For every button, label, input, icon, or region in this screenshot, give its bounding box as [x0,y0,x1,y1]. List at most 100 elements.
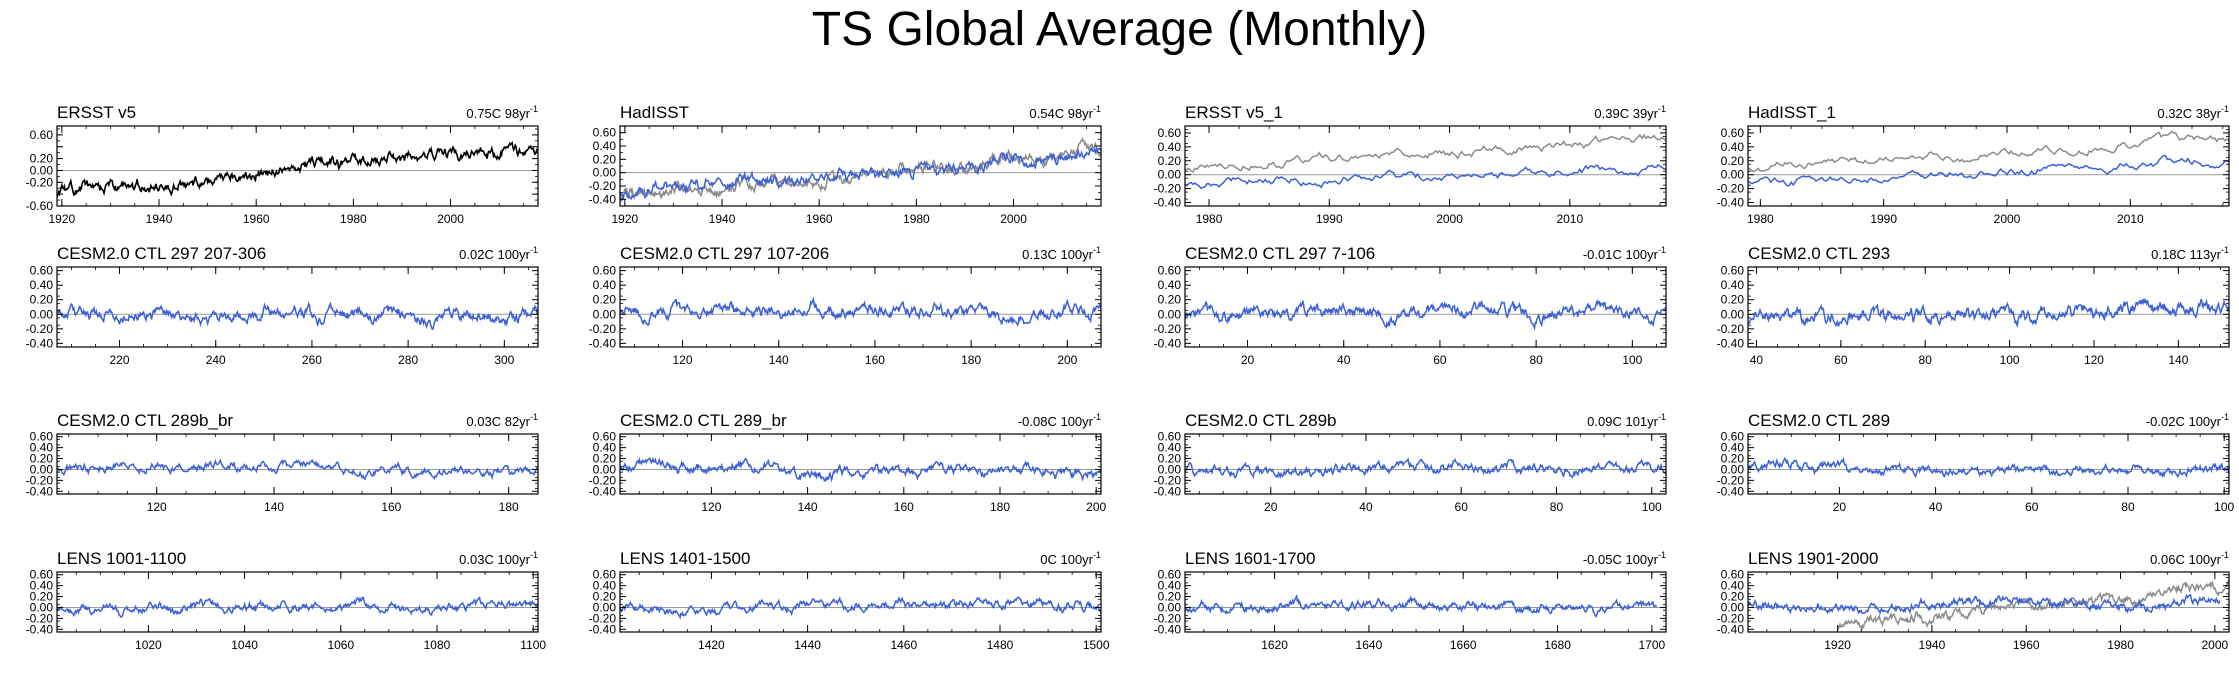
series-line-1 [1185,298,1666,331]
panel-title: CESM2.0 CTL 289b_br [57,411,233,430]
panel-title: CESM2.0 CTL 297 7-106 [1185,244,1375,263]
series-line-1 [57,596,538,619]
x-tick-label: 1080 [424,638,451,652]
trend-label: 0.75C 98yr [466,106,530,121]
x-tick-label: 1420 [698,638,725,652]
x-tick-label: 1980 [2107,638,2134,652]
series-line-1 [57,458,538,481]
series-line-1 [1185,594,1658,618]
x-tick-label: 1920 [49,212,76,226]
x-tick-label: 1620 [1261,638,1288,652]
x-tick-label: 60 [2025,500,2039,514]
x-tick-label: 80 [1529,353,1543,367]
x-tick-label: 40 [1929,500,1943,514]
x-tick-label: 1920 [1824,638,1851,652]
x-tick-label: 180 [499,500,519,514]
series-line-2 [1748,154,2229,187]
panel-title: CESM2.0 CTL 297 107-206 [620,244,829,263]
panel-1: ERSST v5 0.75C 98yr -1 -0.60 -0.200.000.20 0.… [26,103,539,226]
y-tick-label: -0.40 [589,484,617,498]
x-tick-label: 1500 [1083,638,1110,652]
x-tick-label: 1990 [1316,212,1343,226]
y-tick-label: 0.00 [593,307,617,321]
x-tick-label: 1940 [146,212,173,226]
panel-title: CESM2.0 CTL 289 [1748,411,1890,430]
x-tick-label: 1680 [1544,638,1571,652]
y-tick-label: 0.20 [593,452,617,466]
x-tick-label: 1660 [1450,638,1477,652]
panel-15: LENS 1601-1700 -0.05C 100yr -1-0.40-0.200.… [1154,549,1667,652]
plot-frame [619,266,1102,348]
panel-title: LENS 1001-1100 [57,549,186,568]
series-line-1 [57,140,538,198]
trend-exponent: -1 [1093,550,1101,560]
x-tick-label: 20 [1264,500,1278,514]
x-tick-label: 300 [494,353,514,367]
plot-frame [1184,571,1667,633]
y-tick-label: 0.40 [30,441,54,455]
y-tick-label: -0.20 [589,179,617,193]
series-line-1 [1748,456,2229,479]
series-line-1 [1748,297,2229,328]
y-tick-label: -0.40 [1717,484,1745,498]
x-tick-label: 240 [206,353,226,367]
panel-13: LENS 1001-1100 0.03C 100yr -1 -0.40-0.200.0… [26,549,547,652]
x-tick-label: 40 [1359,500,1373,514]
x-tick-label: 1990 [1870,212,1897,226]
panel-title: ERSST v5_1 [1185,103,1283,122]
panel-5: CESM2.0 CTL 297 207-306 0.02C 100yr -1 -0.4… [26,244,539,367]
plot-frame [56,125,539,207]
y-tick-label: -0.40 [589,622,617,636]
panel-title: CESM2.0 CTL 289_br [620,411,787,430]
y-tick-label: 0.60 [30,128,54,142]
y-tick-label: 0.40 [1158,441,1182,455]
panel-6: CESM2.0 CTL 297 107-206 0.13C 100yr -1 -0.4… [589,244,1102,367]
x-tick-label: 60 [1433,353,1447,367]
y-tick-label: -0.20 [1717,182,1745,196]
y-tick-label: 0.20 [30,452,54,466]
x-tick-label: 120 [2084,353,2104,367]
x-tick-label: 1060 [327,638,354,652]
y-tick-label: 0.00 [30,462,54,476]
trend-label: 0.02C 100yr [459,247,530,262]
x-tick-label: 1700 [1639,638,1666,652]
x-tick-label: 120 [701,500,721,514]
series-line-1 [1185,133,1666,173]
y-tick-label: -0.20 [589,322,617,336]
panel-8: CESM2.0 CTL 293 0.18C 113yr -1-0.40-0.200.… [1717,244,2230,367]
y-tick-label: -0.20 [1717,322,1745,336]
series-line-2 [620,146,1101,200]
panel-11: CESM2.0 CTL 289b 0.09C 101yr -1-0.40-0.200… [1154,411,1667,514]
panel-title: CESM2.0 CTL 293 [1748,244,1890,263]
series-line-1 [620,296,1101,327]
y-tick-label: 0.60 [1721,430,1745,444]
x-tick-label: 2000 [437,212,464,226]
x-tick-label: 140 [798,500,818,514]
x-tick-label: 1920 [612,212,639,226]
y-tick-label: 0.60 [593,430,617,444]
y-tick-label: 0.00 [1158,168,1182,182]
x-tick-label: 100 [2000,353,2020,367]
page-title: TS Global Average (Monthly) [811,3,1428,56]
x-tick-label: 40 [1750,353,1764,367]
y-tick-label: -0.20 [1717,611,1745,625]
panel-14: LENS 1401-1500 0C 100yr -1-0.40-0.200.000.… [589,549,1110,652]
x-tick-label: 200 [1086,500,1106,514]
x-tick-label: 60 [1834,353,1848,367]
y-tick-label: 0.20 [1721,154,1745,168]
y-tick-label: 0.20 [1158,590,1182,604]
x-tick-label: 2000 [2202,638,2229,652]
x-tick-label: 140 [264,500,284,514]
y-tick-label: 0.40 [30,579,54,593]
y-tick-label: 0.40 [593,278,617,292]
x-tick-label: 220 [110,353,130,367]
y-tick-label: -0.20 [26,322,54,336]
x-tick-label: 20 [1833,500,1847,514]
panel-12: CESM2.0 CTL 289 -0.02C 100yr -1-0.40-0.200… [1717,411,2235,514]
trend-exponent: -1 [2221,550,2229,560]
trend-exponent: -1 [1658,412,1666,422]
y-tick-label: 0.20 [30,293,54,307]
trend-exponent: -1 [1658,104,1666,114]
y-tick-label: 0.00 [593,600,617,614]
panel-4: HadISST_1 0.32C 38yr -1-0.40-0.200.000.200… [1717,103,2230,226]
